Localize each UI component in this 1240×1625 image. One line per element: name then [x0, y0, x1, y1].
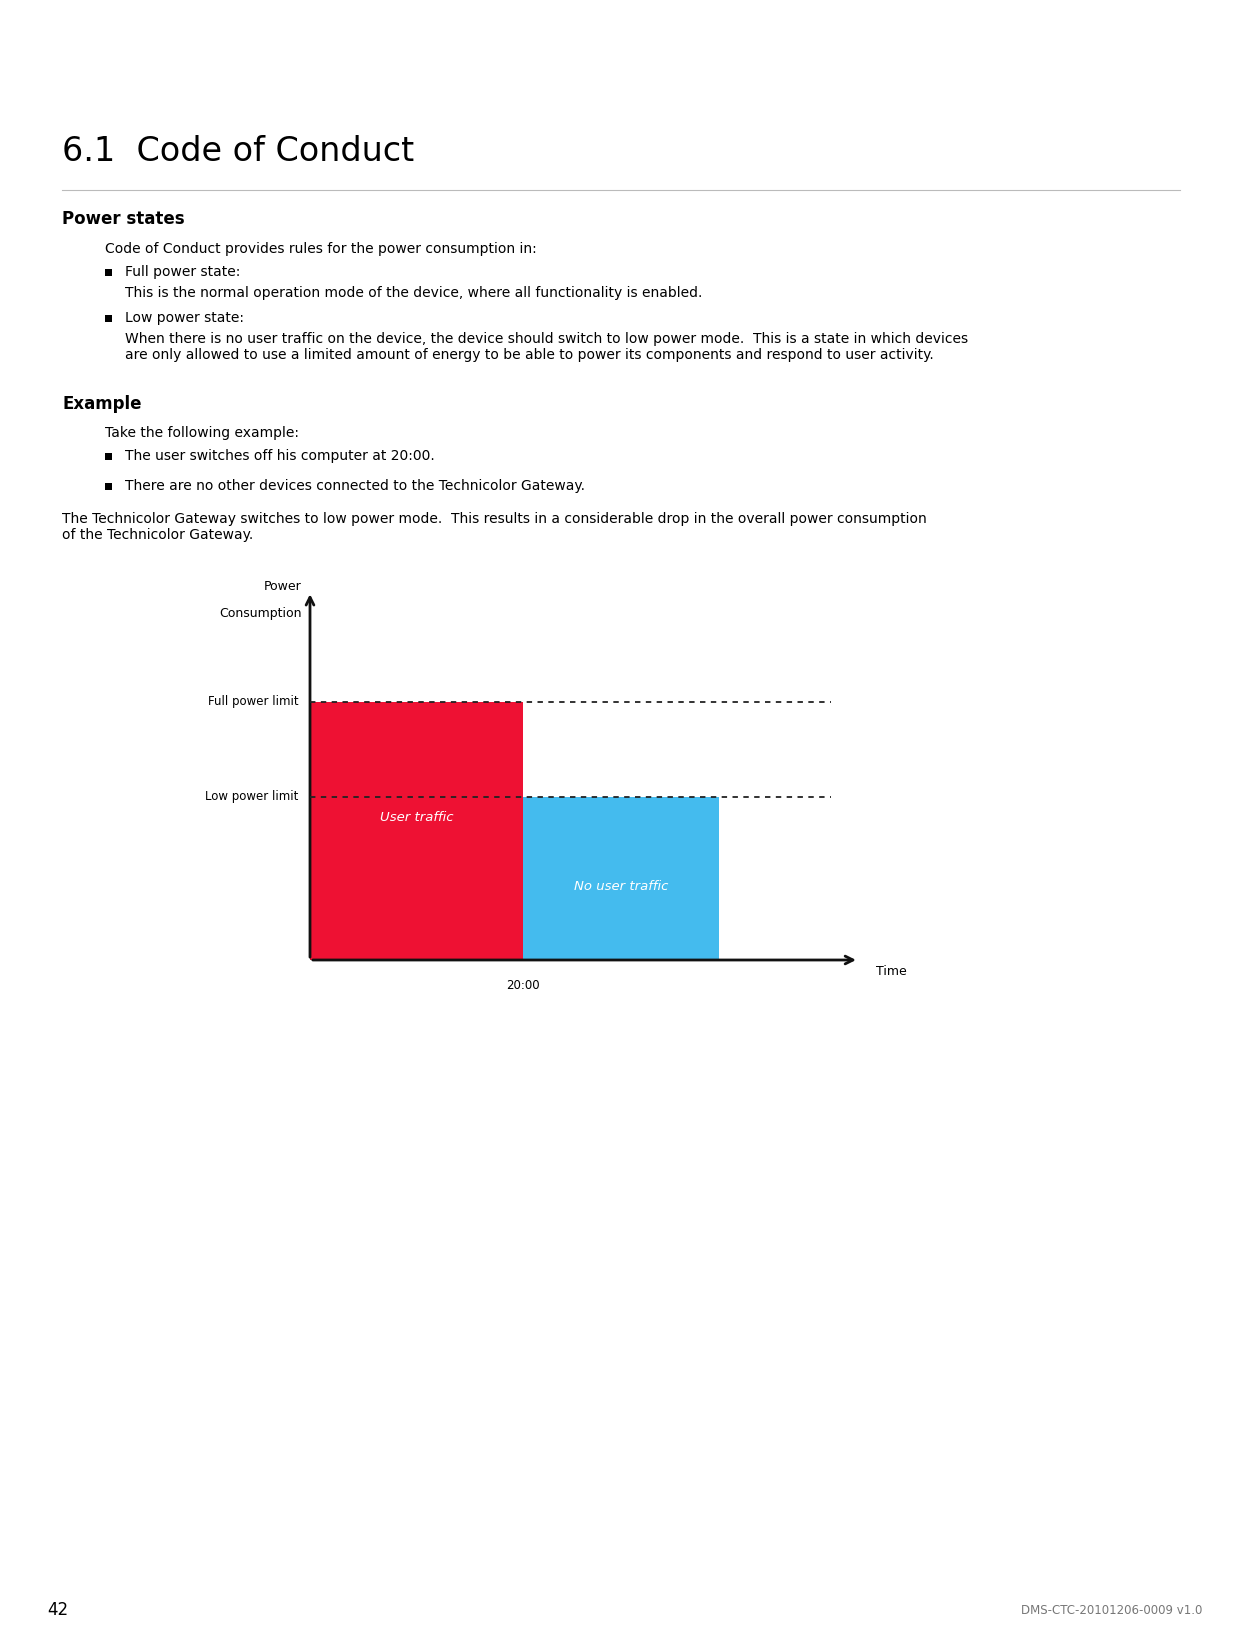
Bar: [546, 73, 769, 89]
Text: Consumption: Consumption: [219, 606, 301, 619]
Text: When there is no user traffic on the device, the device should switch to low pow: When there is no user traffic on the dev…: [125, 332, 968, 362]
Bar: [105, 483, 112, 491]
Bar: [87, 73, 248, 89]
Text: Code of Conduct provides rules for the power consumption in:: Code of Conduct provides rules for the p…: [105, 242, 537, 257]
Text: Time: Time: [875, 965, 906, 978]
Bar: [523, 796, 719, 960]
Text: There are no other devices connected to the Technicolor Gateway.: There are no other devices connected to …: [125, 479, 585, 492]
Text: No user traffic: No user traffic: [574, 881, 668, 894]
Bar: [105, 315, 112, 322]
Text: 6 SAVING ENERGY WITH YOUR TECHNICOLOR GATEWAY: 6 SAVING ENERGY WITH YOUR TECHNICOLOR GA…: [31, 16, 675, 36]
Text: Low power state:: Low power state:: [125, 310, 244, 325]
Text: User traffic: User traffic: [379, 811, 453, 824]
Text: 42: 42: [47, 1601, 68, 1618]
Text: Full power limit: Full power limit: [208, 696, 299, 708]
Text: DMS-CTC-20101206-0009 v1.0: DMS-CTC-20101206-0009 v1.0: [1022, 1604, 1203, 1617]
Bar: [105, 270, 112, 276]
Bar: [298, 73, 459, 89]
Text: Full power state:: Full power state:: [125, 265, 241, 279]
Text: 6.1  Code of Conduct: 6.1 Code of Conduct: [62, 135, 414, 167]
Text: Power: Power: [264, 580, 301, 593]
Bar: [905, 73, 1029, 89]
Bar: [105, 453, 112, 460]
Text: 20:00: 20:00: [506, 978, 539, 991]
Text: The user switches off his computer at 20:00.: The user switches off his computer at 20…: [125, 449, 435, 463]
Text: Low power limit: Low power limit: [206, 790, 299, 803]
Bar: [310, 702, 523, 960]
Text: The Technicolor Gateway switches to low power mode.  This results in a considera: The Technicolor Gateway switches to low …: [62, 512, 926, 543]
Text: This is the normal operation mode of the device, where all functionality is enab: This is the normal operation mode of the…: [125, 286, 702, 301]
Text: Power states: Power states: [62, 210, 185, 228]
Text: Example: Example: [62, 395, 141, 413]
Text: Take the following example:: Take the following example:: [105, 426, 299, 440]
